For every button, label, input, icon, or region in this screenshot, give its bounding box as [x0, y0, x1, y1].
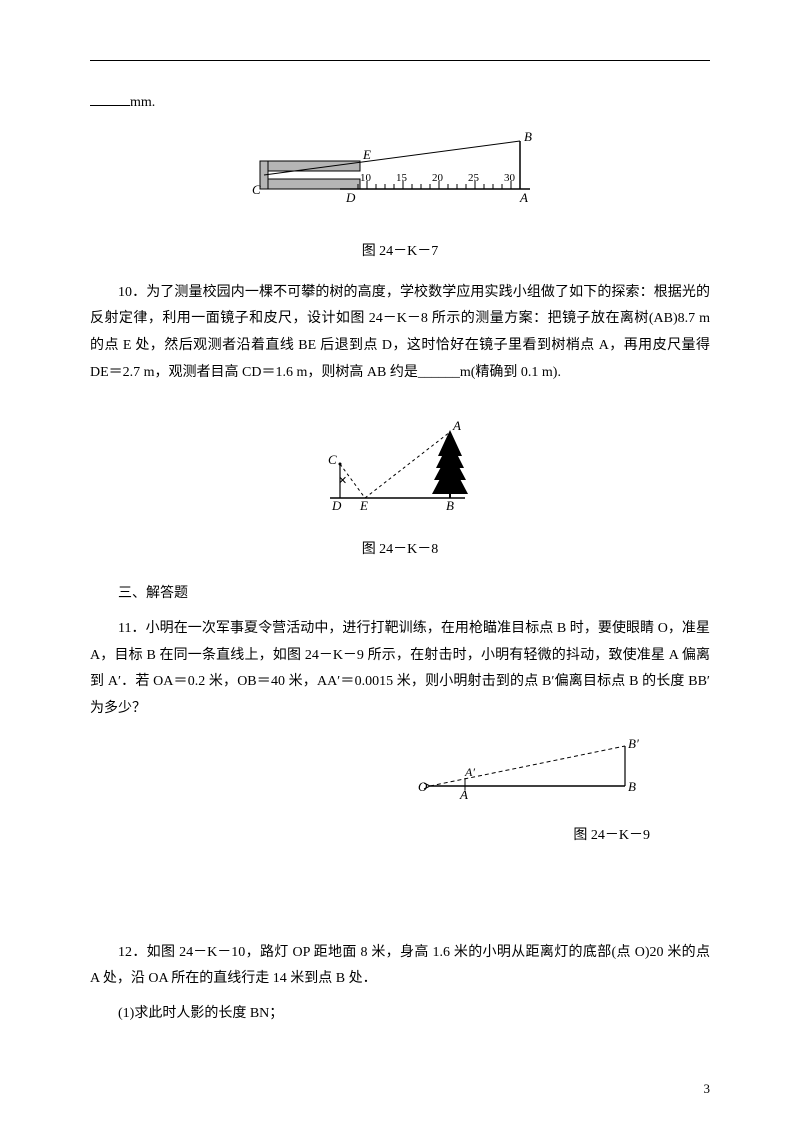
fig8-caption: 图 24－K－8: [90, 537, 710, 564]
mirror-icon: ✕: [338, 475, 347, 487]
tick-30: 30: [504, 172, 516, 184]
fig7-svg: B E C D A 10 15 20 25 30: [240, 129, 560, 219]
label-Bp: B′: [628, 736, 639, 751]
fig8-svg: ✕ A C D E B: [310, 416, 490, 516]
label-D: D: [345, 190, 356, 205]
tree-icon: [432, 430, 468, 498]
blank-mm: [90, 92, 130, 106]
mm-unit: mm.: [130, 95, 155, 110]
question-11: 11．小明在一次军事夏令营活动中，进行打靶训练，在用枪瞄准目标点 B 时，要使眼…: [90, 616, 710, 722]
mm-line: mm.: [90, 90, 710, 117]
label-B8: B: [446, 498, 454, 513]
line-CEB: [264, 141, 520, 175]
label-D8: D: [331, 498, 342, 513]
fig7-caption: 图 24－K－7: [90, 239, 710, 266]
label-Ap: A′: [464, 765, 475, 779]
fig9-caption: 图 24－K－9: [90, 823, 710, 850]
label-C8: C: [328, 452, 337, 467]
figure-24-k-7: B E C D A 10 15 20 25 30: [90, 129, 710, 230]
tick-20: 20: [432, 172, 444, 184]
label-O: O: [418, 779, 428, 794]
tick-10: 10: [360, 172, 372, 184]
section-3-title: 三、解答题: [90, 581, 710, 608]
ruler-top: [260, 161, 360, 171]
header-rule: [90, 60, 710, 61]
question-12: 12．如图 24－K－10，路灯 OP 距地面 8 米，身高 1.6 米的小明从…: [90, 940, 710, 993]
figure-24-k-9: O A A′ B B′: [90, 736, 710, 817]
label-E8: E: [359, 498, 368, 513]
question-10: 10．为了测量校园内一棵不可攀的树的高度，学校数学应用实践小组做了如下的探索：根…: [90, 280, 710, 386]
tick-15: 15: [396, 172, 408, 184]
label-C: C: [252, 182, 261, 197]
figure-24-k-8: ✕ A C D E B: [90, 416, 710, 527]
tick-25: 25: [468, 172, 480, 184]
page-number: 3: [704, 1077, 711, 1102]
label-A: A: [519, 190, 528, 205]
line-OBp: [430, 746, 625, 786]
ruler-bottom: [260, 179, 360, 189]
label-B9: B: [628, 779, 636, 794]
label-A9: A: [459, 787, 468, 802]
fig9-svg: O A A′ B B′: [410, 736, 650, 806]
label-B: B: [524, 129, 532, 144]
label-E: E: [362, 147, 371, 162]
question-12-sub1: (1)求此时人影的长度 BN；: [90, 1001, 710, 1028]
label-A8: A: [452, 418, 461, 433]
